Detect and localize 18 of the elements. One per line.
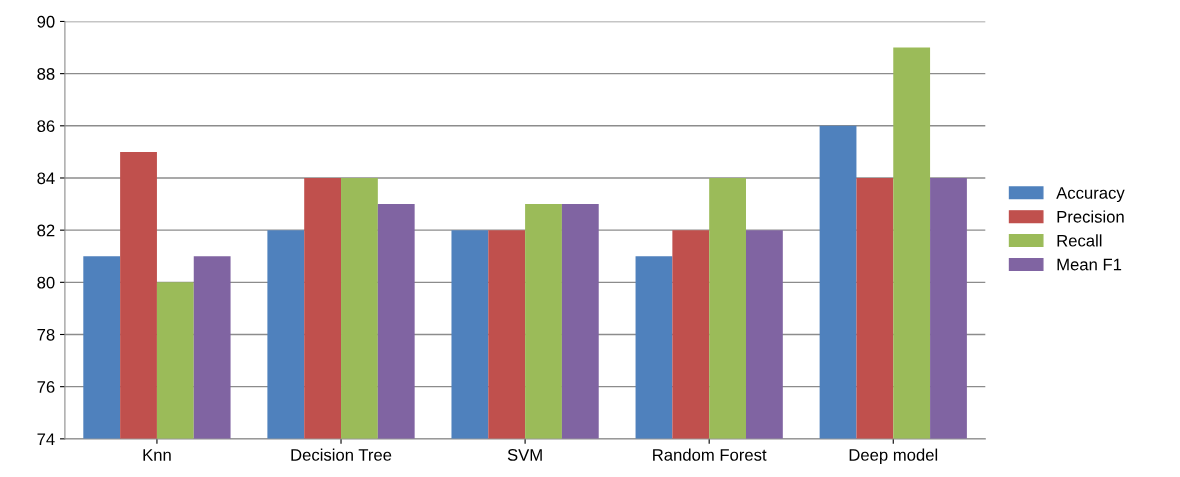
y-tick-label: 88 bbox=[37, 68, 55, 80]
y-tick-label: 74 bbox=[37, 433, 55, 445]
legend-label: Mean F1 bbox=[1057, 258, 1122, 271]
x-tick-label: Decision Tree bbox=[291, 448, 392, 461]
x-tick-label: Random Forest bbox=[653, 448, 767, 461]
y-tick-label: 90 bbox=[37, 15, 55, 28]
y-tick-label: 76 bbox=[37, 381, 55, 393]
y-tick-label: 86 bbox=[37, 120, 55, 133]
y-tick-label: 82 bbox=[37, 224, 55, 237]
legend-label: Recall bbox=[1057, 234, 1102, 247]
y-tick-label: 84 bbox=[37, 172, 55, 185]
legend-label: Accuracy bbox=[1056, 187, 1125, 203]
x-tick-label: Knn bbox=[143, 449, 171, 461]
x-tick-label: Deep model bbox=[849, 448, 938, 465]
y-tick-label: 78 bbox=[37, 328, 55, 341]
legend-label: Precision bbox=[1057, 210, 1124, 223]
x-tick-label: SVM bbox=[507, 449, 542, 461]
y-tick-label: 80 bbox=[37, 276, 55, 289]
